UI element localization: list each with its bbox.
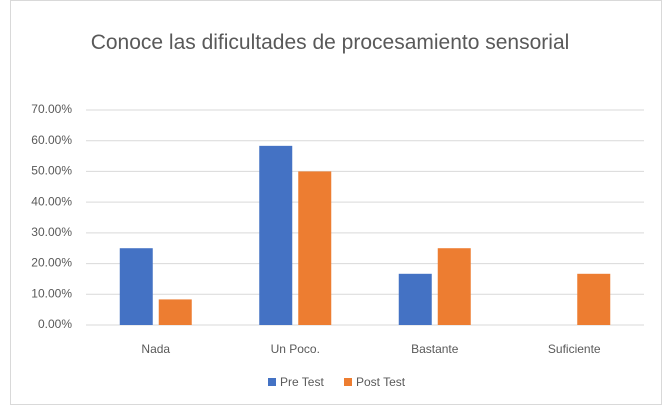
legend-label: Post Test <box>356 375 406 389</box>
x-tick-label: Suficiente <box>548 342 601 356</box>
bar <box>259 145 293 325</box>
legend-swatch <box>344 378 352 386</box>
bar <box>119 248 153 325</box>
bar <box>158 299 192 325</box>
bar <box>437 248 471 325</box>
legend-label: Pre Test <box>280 375 324 389</box>
x-tick-label: Nada <box>141 342 170 356</box>
y-tick-label: 50.00% <box>31 164 72 178</box>
bar <box>577 273 611 325</box>
bar <box>398 273 432 325</box>
chart-title: Conoce las dificultades de procesamiento… <box>90 31 570 54</box>
y-tick-label: 30.00% <box>31 225 72 239</box>
bar <box>298 171 332 325</box>
y-tick-label: 20.00% <box>31 256 72 270</box>
x-tick-label: Un Poco. <box>271 342 320 356</box>
x-tick-label: Bastante <box>411 342 459 356</box>
y-tick-label: 70.00% <box>31 102 72 116</box>
y-tick-label: 40.00% <box>31 194 72 208</box>
legend-swatch <box>268 378 276 386</box>
y-tick-label: 0.00% <box>38 317 72 331</box>
y-tick-label: 10.00% <box>31 286 72 300</box>
y-tick-label: 60.00% <box>31 133 72 147</box>
